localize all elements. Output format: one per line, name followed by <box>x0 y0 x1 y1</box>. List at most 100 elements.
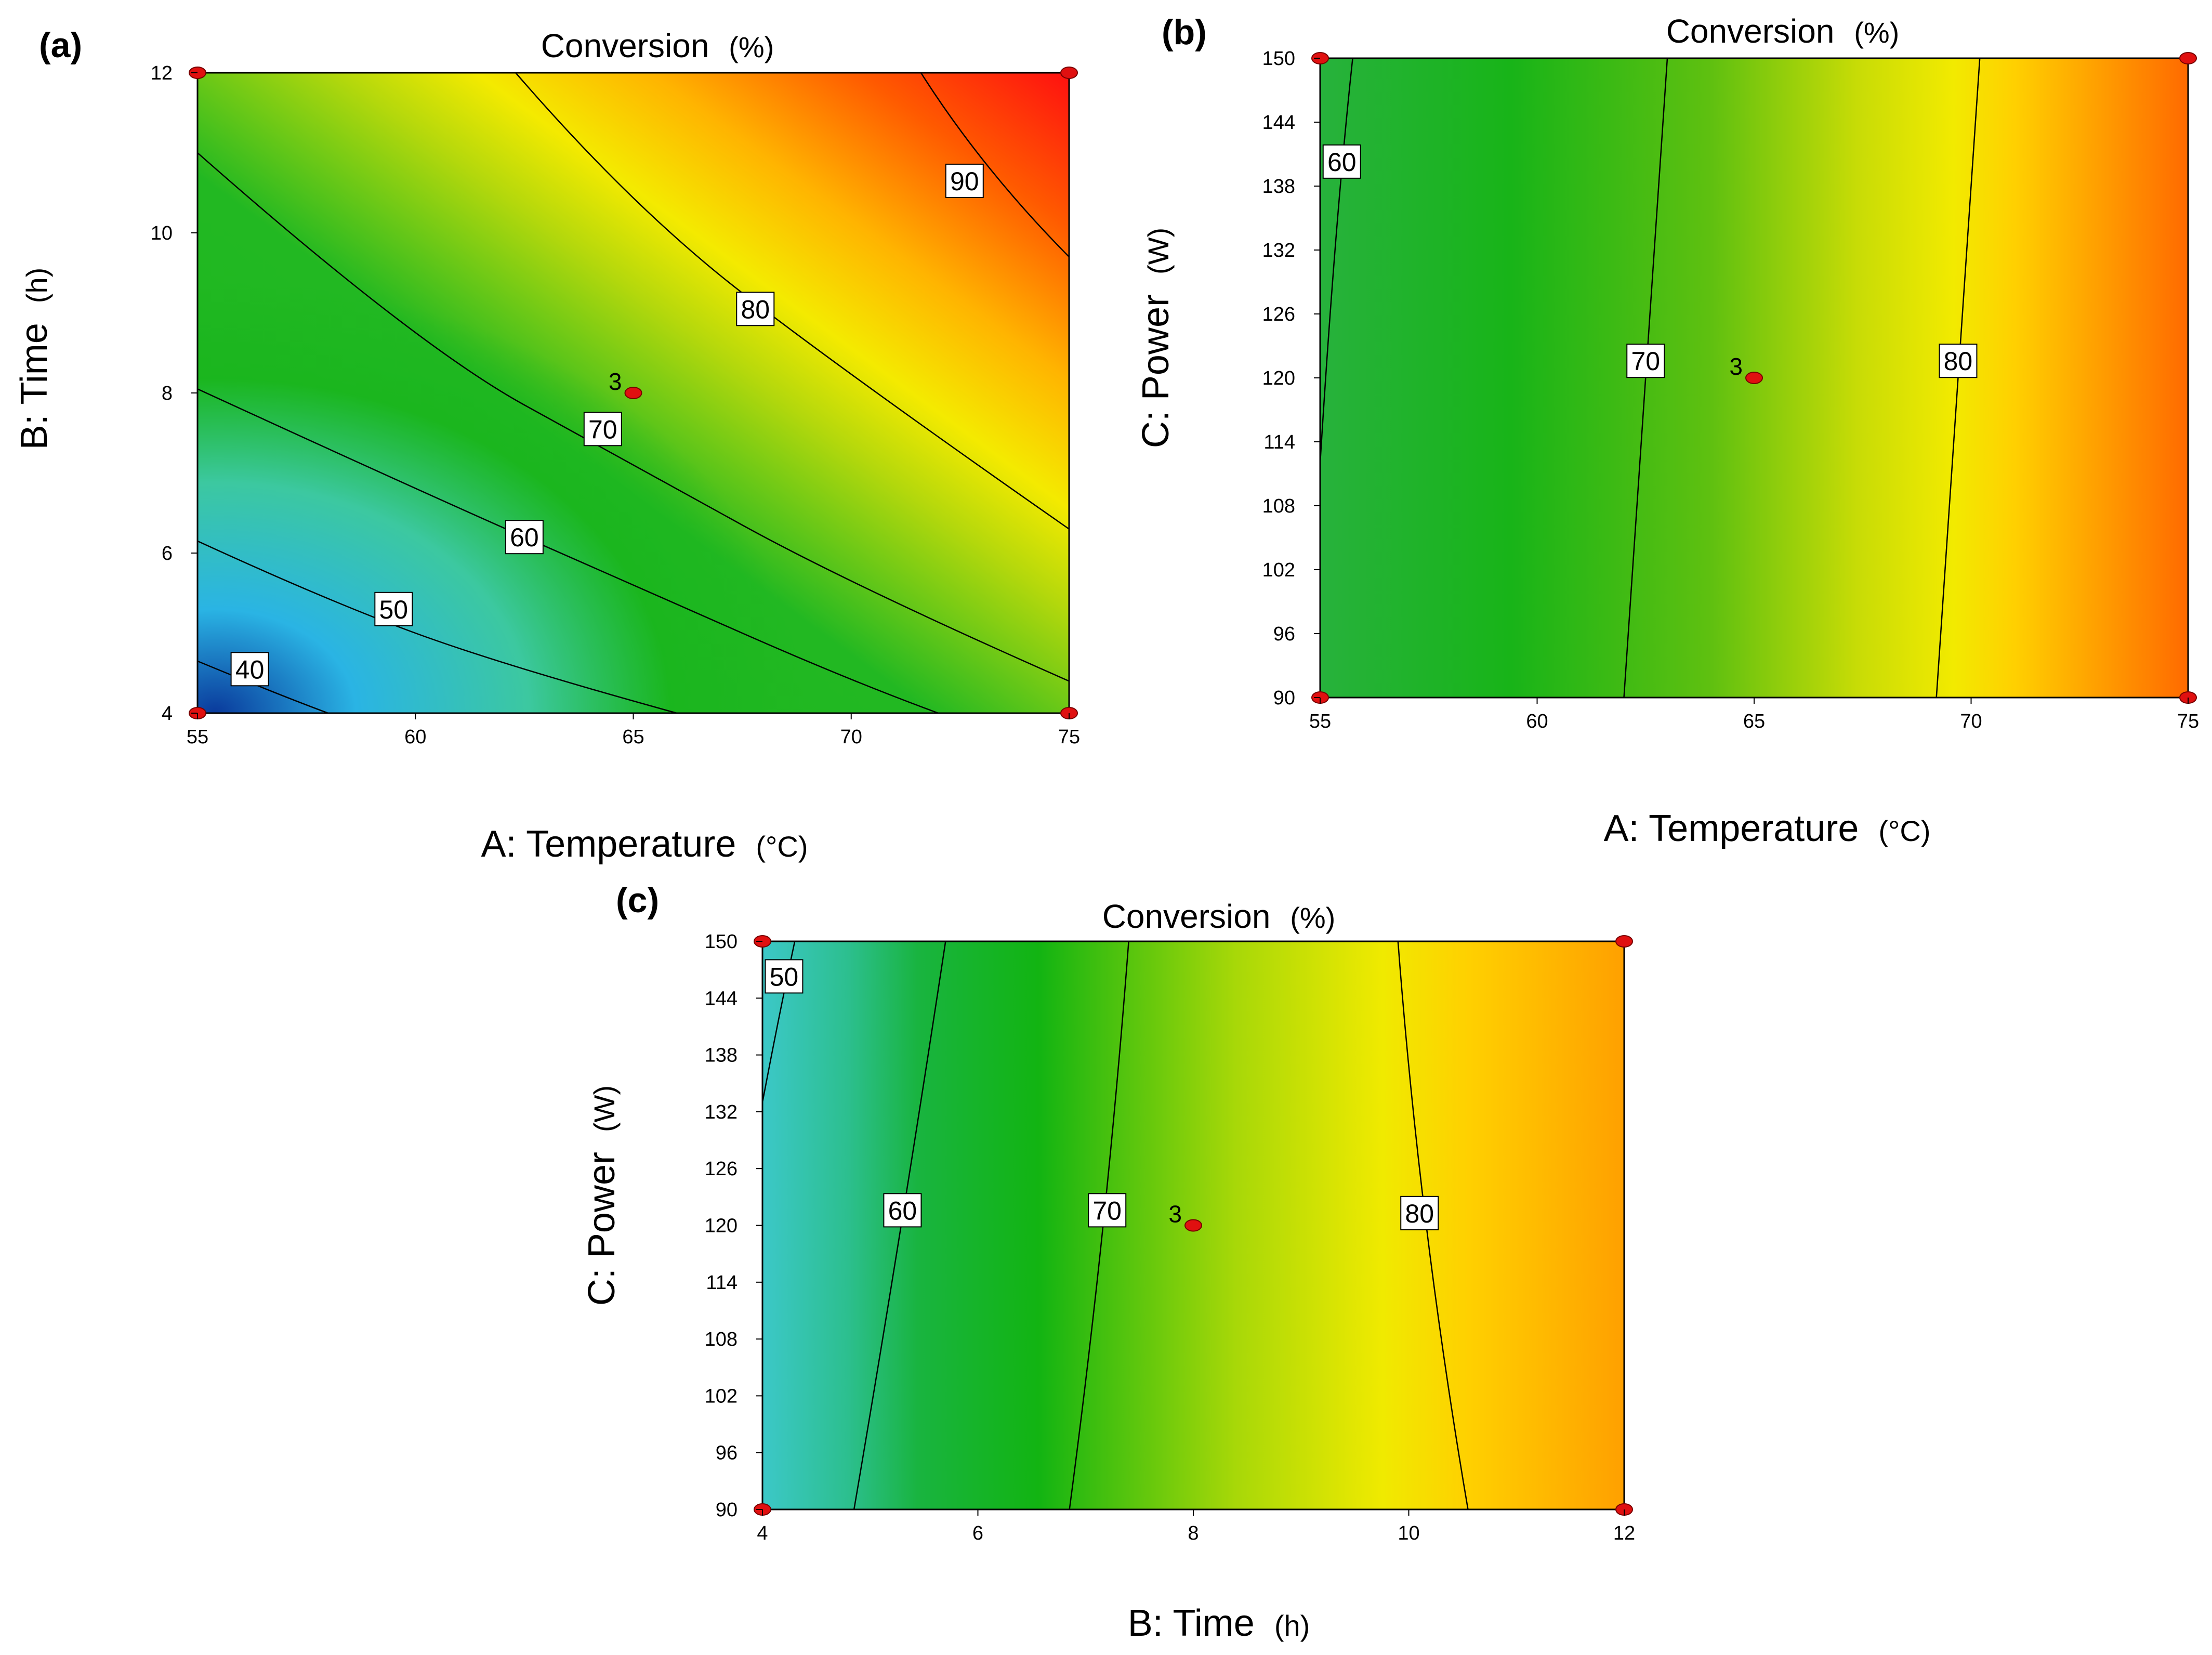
panel-c-contour-label-box <box>883 1193 922 1228</box>
panel-c-contour-label-text: 80 <box>1405 1199 1434 1228</box>
panel-b-title: Conversion <box>1666 12 1835 50</box>
panel-c-ylabel-group: C: Power (W) <box>581 1085 623 1306</box>
panel-a-contour-60 <box>197 388 939 714</box>
panel-b-letter: (b) <box>1162 12 1207 52</box>
panel-a-contour-70 <box>197 152 1070 682</box>
panel-a-contour-label-text: 80 <box>741 295 770 324</box>
panel-a-contour-label-text: 70 <box>588 415 617 444</box>
panel-b-y-tick-label: 90 <box>1273 687 1295 709</box>
panel-c-center-point <box>1184 1219 1202 1232</box>
panel-c-x-tick-label: 10 <box>1398 1522 1419 1544</box>
panel-b-y-tick-label: 102 <box>1262 559 1295 581</box>
panel-a-y-tick-label: 6 <box>162 543 173 564</box>
panel-b-contour-label-box <box>1939 344 1978 378</box>
panel-c: (c) Conversion (%) 50 60 70 80 3 4 6 8 10 12 90… <box>581 881 1635 1644</box>
panel-c-y-ticks: 90 96 102 108 114 120 126 132 138 144 150 <box>705 931 762 1521</box>
panel-b-ylabel-group: C: Power (W) <box>1135 228 1177 448</box>
panel-c-x-tick-label: 12 <box>1613 1522 1635 1544</box>
panel-c-y-tick-label: 126 <box>705 1158 738 1180</box>
panel-a-contour-label-90: 90 <box>945 163 984 198</box>
panel-a-contour-label-box <box>945 163 984 198</box>
panel-c-y-tick-label: 150 <box>705 931 738 953</box>
panel-b-contour-60 <box>1319 58 1353 464</box>
panel-b-title-unit: (%) <box>1854 16 1899 49</box>
panel-b-contour-labels: 60 70 80 <box>1322 144 1978 378</box>
panel-c-y-tick-label: 102 <box>705 1385 738 1407</box>
panel-c-title-unit: (%) <box>1290 901 1335 934</box>
panel-b-y-tick-label: 96 <box>1273 623 1295 645</box>
panel-c-x-tick-label: 4 <box>757 1522 768 1544</box>
panel-c-y-tick-label: 132 <box>705 1101 738 1123</box>
panel-a-contour-label-60: 60 <box>505 520 544 555</box>
panel-b-contour-label-70: 70 <box>1626 344 1665 378</box>
panel-b-contour-label-80: 80 <box>1939 344 1978 378</box>
panel-c-y-tick-label: 114 <box>706 1272 738 1294</box>
panel-b-contour-label-60: 60 <box>1322 144 1361 179</box>
panel-c-contour-label-50: 50 <box>765 959 804 994</box>
panel-a-contour-label-box <box>505 520 544 555</box>
panel-a-xlabel-unit: (°C) <box>756 830 808 863</box>
panel-a-x-tick-label: 65 <box>622 726 644 748</box>
panel-b-y-tick-label: 138 <box>1262 176 1295 198</box>
panel-c-title-group: Conversion (%) <box>1102 898 1336 935</box>
panel-a-design-point <box>1060 67 1078 79</box>
panel-a-contour-label-box <box>583 412 622 446</box>
panel-a-y-tick-label: 8 <box>162 383 173 404</box>
panel-a-contour-40 <box>197 660 328 714</box>
panel-c-design-point <box>1615 935 1633 948</box>
panel-c-xlabel: B: Time <box>1128 1603 1255 1644</box>
panel-a-y-ticks: 4 6 8 10 12 <box>151 62 198 725</box>
panel-b-xlabel: A: Temperature <box>1603 808 1859 849</box>
panel-a-ylabel-unit: (h) <box>20 268 53 303</box>
panel-b-design-point <box>2179 52 2197 64</box>
panel-b-xlabel-group: A: Temperature (°C) <box>1603 808 1930 849</box>
panel-a-contour-label-70: 70 <box>583 412 622 446</box>
panel-a-y-tick-label: 4 <box>162 703 173 725</box>
panel-a-center-point-label: 3 <box>609 368 622 395</box>
panel-c-y-tick-label: 120 <box>705 1215 738 1237</box>
panel-a-contour-label-80: 80 <box>736 292 775 326</box>
panel-a-contour-labels: 40 50 60 70 80 90 <box>230 163 984 687</box>
panel-a-contour-label-text: 50 <box>379 595 409 624</box>
panel-c-letter: (c) <box>616 881 659 920</box>
panel-a-xlabel-group: A: Temperature (°C) <box>481 823 808 865</box>
panel-a-y-tick-label: 12 <box>151 62 173 84</box>
panel-c-y-tick-label: 138 <box>705 1045 738 1067</box>
panel-b-y-tick-label: 144 <box>1262 112 1295 134</box>
panel-a-contour-50 <box>197 540 677 714</box>
panel-c-contour-label-box <box>1088 1193 1127 1228</box>
panel-c-ylabel: C: Power <box>581 1152 623 1306</box>
panel-b-contour-label-box <box>1322 144 1361 179</box>
panel-a-center-point <box>624 387 642 399</box>
panel-b-ylabel: C: Power <box>1135 294 1177 448</box>
panel-a-contour-label-text: 40 <box>235 655 265 684</box>
panel-c-y-tick-label: 144 <box>705 988 738 1009</box>
panel-b: (b) Conversion (%) 60 70 80 3 55 60 65 70 75 9… <box>1135 12 2199 849</box>
panel-a-title-unit: (%) <box>729 31 774 63</box>
panel-c-y-tick-label: 90 <box>716 1499 738 1521</box>
panel-a-contour-label-box <box>736 292 775 326</box>
panel-b-contour-label-text: 70 <box>1631 347 1660 376</box>
panel-b-xlabel-unit: (°C) <box>1878 815 1930 847</box>
panel-c-x-tick-label: 8 <box>1188 1522 1199 1544</box>
panel-a-ylabel-group: B: Time (h) <box>14 268 55 450</box>
panel-b-center-point <box>1745 372 1763 384</box>
panel-b-y-tick-label: 114 <box>1263 431 1295 453</box>
panel-b-x-tick-label: 70 <box>1960 711 1982 732</box>
panel-b-x-ticks: 55 60 65 70 75 <box>1309 698 2199 732</box>
panel-b-x-tick-label: 60 <box>1526 711 1548 732</box>
panel-b-x-tick-label: 65 <box>1743 711 1765 732</box>
panel-a-letter: (a) <box>39 25 82 65</box>
panel-a-contour-label-box <box>230 652 269 687</box>
panel-a-contour-label-50: 50 <box>374 592 413 626</box>
panel-c-xlabel-group: B: Time (h) <box>1128 1603 1310 1644</box>
panel-c-ylabel-unit: (W) <box>588 1085 621 1132</box>
panel-a-contour-label-40: 40 <box>230 652 269 687</box>
panel-b-contour-label-box <box>1626 344 1665 378</box>
panel-a-title: Conversion <box>541 27 709 64</box>
panel-c-xlabel-unit: (h) <box>1274 1609 1310 1642</box>
panel-a-contour-label-box <box>374 592 413 626</box>
panel-a-contour-label-text: 90 <box>950 167 979 196</box>
panel-b-y-ticks: 90 96 102 108 114 120 126 132 138 144 150 <box>1262 48 1320 709</box>
